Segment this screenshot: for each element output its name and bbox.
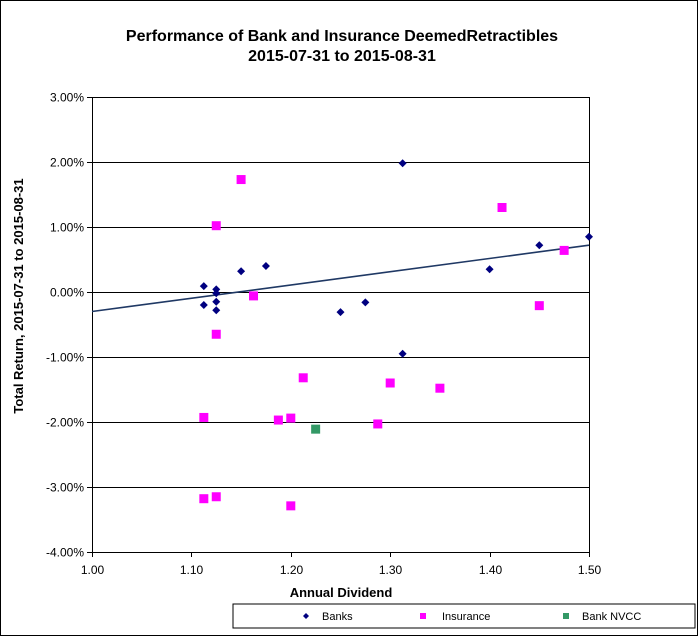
- trendline-group: [91, 244, 590, 313]
- legend-item-bank-nvcc: Bank NVCC: [563, 611, 641, 623]
- banks-point: [398, 159, 407, 168]
- insurance-point: [298, 373, 308, 383]
- gridlines: [92, 162, 589, 488]
- banks-point: [212, 289, 221, 298]
- insurance-point: [385, 378, 395, 388]
- legend-item-insurance: Insurance: [420, 611, 490, 623]
- insurance-point: [273, 415, 283, 425]
- banks-point: [585, 232, 593, 241]
- trendline: [91, 244, 590, 313]
- banks-point: [336, 308, 345, 317]
- insurance-point: [559, 245, 569, 255]
- insurance-point: [249, 291, 259, 301]
- axes: [92, 97, 590, 553]
- banks-point: [361, 298, 370, 307]
- insurance-point: [373, 419, 383, 429]
- insurance-point: [211, 492, 221, 502]
- x-tick-label: 1.30: [379, 563, 403, 577]
- legend-bank-nvcc-label: Bank NVCC: [582, 611, 641, 623]
- insurance-point: [286, 413, 296, 423]
- legend-box: [232, 603, 696, 629]
- chart-title: Performance of Bank and Insurance Deemed…: [126, 28, 558, 45]
- y-tick-label: 2.00%: [50, 156, 84, 170]
- data-points: [199, 159, 593, 511]
- legend-banks-label: Banks: [322, 611, 353, 623]
- x-tick-label: 1.50: [578, 563, 602, 577]
- insurance-point: [534, 301, 544, 311]
- banks-point: [261, 262, 270, 270]
- banks-point: [485, 265, 494, 274]
- y-axis-label: Total Return, 2015-07-31 to 2015-08-31: [11, 178, 26, 413]
- banks-point: [237, 267, 246, 276]
- insurance-point: [199, 412, 209, 422]
- legend: Banks Insurance Bank NVCC: [232, 603, 696, 629]
- y-tick-label: 3.00%: [50, 91, 84, 105]
- x-tick-label: 1.40: [479, 563, 503, 577]
- x-axis-ticks: 1.00 1.10 1.20 1.30 1.40 1.50: [81, 552, 602, 577]
- insurance-point: [199, 494, 209, 504]
- banks-point: [398, 349, 407, 358]
- y-tick-label: -3.00%: [46, 481, 84, 495]
- chart-subtitle: 2015-07-31 to 2015-08-31: [248, 48, 436, 65]
- legend-bank-nvcc-marker: [563, 613, 569, 619]
- banks-point: [199, 301, 208, 309]
- y-tick-label: 0.00%: [50, 286, 84, 300]
- x-tick-label: 1.10: [180, 563, 204, 577]
- banks-point: [535, 241, 544, 250]
- legend-banks-marker: [303, 613, 309, 619]
- insurance-point: [236, 175, 246, 185]
- banks-point: [199, 282, 208, 291]
- y-tick-label: -1.00%: [46, 351, 84, 365]
- y-axis-ticks: 3.00% 2.00% 1.00% 0.00% -1.00% -2.00% -3.00% -4…: [46, 91, 92, 560]
- legend-insurance-marker: [420, 613, 426, 619]
- y-tick-label: -2.00%: [46, 416, 84, 430]
- insurance-point: [286, 501, 296, 511]
- insurance-point: [497, 203, 507, 212]
- insurance-point: [435, 383, 445, 393]
- legend-item-banks: Banks: [303, 611, 353, 623]
- x-axis-label: Annual Dividend: [290, 585, 393, 600]
- banks-point: [212, 306, 221, 315]
- y-tick-label: -4.00%: [46, 546, 84, 560]
- insurance-point: [211, 329, 221, 339]
- y-tick-label: 1.00%: [50, 221, 84, 235]
- x-tick-label: 1.00: [81, 563, 105, 577]
- x-tick-label: 1.20: [280, 563, 304, 577]
- bank-nvcc-point: [311, 424, 321, 434]
- legend-insurance-label: Insurance: [442, 611, 490, 623]
- insurance-point: [211, 221, 221, 231]
- banks-point: [212, 297, 221, 306]
